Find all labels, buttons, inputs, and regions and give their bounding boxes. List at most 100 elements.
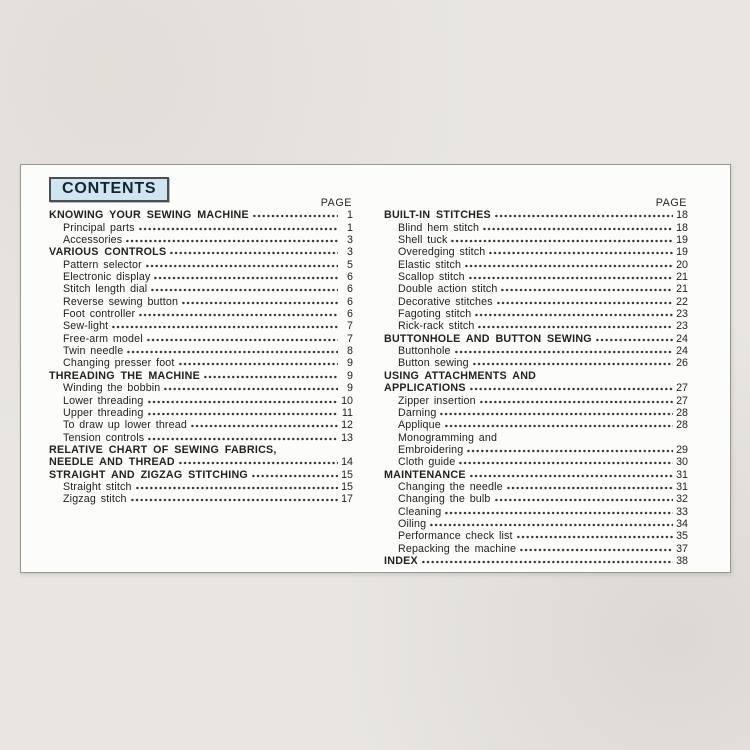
dot-leader (467, 448, 673, 453)
dot-leader (145, 263, 338, 268)
toc-row: Performance check list 35 (384, 530, 688, 542)
dot-leader (483, 226, 673, 231)
toc-entry-label: Accessories (63, 234, 123, 247)
toc-entry-page: 23 (676, 320, 688, 333)
dot-leader (478, 325, 673, 330)
dot-leader (178, 461, 338, 466)
toc-row: Changing the needle 31 (384, 481, 688, 493)
toc-entry-page: 7 (347, 320, 353, 333)
toc-entry-page: 5 (347, 258, 353, 271)
toc-entry-page: 6 (347, 271, 353, 284)
dot-leader (472, 362, 673, 367)
dot-leader (130, 498, 338, 503)
toc-entry-label: Elastic stitch (398, 258, 462, 271)
toc-entry-page: 13 (341, 431, 353, 444)
toc-row: Changing presser foot 9 (49, 357, 353, 369)
dot-leader (430, 522, 673, 527)
toc-entry-label: Foot controller (63, 308, 136, 321)
toc-row: RELATIVE CHART OF SEWING FABRICS, (49, 444, 353, 456)
dot-leader (494, 214, 673, 219)
toc-row: Zipper insertion 27 (384, 395, 688, 407)
toc-entry-page: 31 (676, 480, 688, 493)
toc-row: Applique 28 (384, 419, 688, 431)
dot-leader (164, 387, 338, 392)
toc-entry-page: 21 (676, 271, 688, 284)
toc-entry-page: 26 (676, 357, 688, 370)
toc-entry-label: INDEX (384, 554, 418, 567)
dot-leader (465, 263, 673, 268)
toc-entry-page: 27 (676, 382, 688, 395)
toc-row: INDEX 38 (384, 555, 688, 567)
toc-row: Buttonhole 24 (384, 345, 688, 357)
toc-row: Fagoting stitch 23 (384, 308, 688, 320)
toc-entry-label: Decorative stitches (398, 295, 493, 308)
toc-entry-label: Buttonhole (398, 345, 451, 358)
toc-rows: BUILT-IN STITCHES 18 Blind hem stitch 18… (384, 209, 688, 567)
toc-entry-page: 30 (676, 456, 688, 469)
toc-row: Twin needle 8 (49, 345, 353, 357)
dot-leader (421, 559, 673, 564)
toc-entry-label: Cleaning (398, 505, 442, 518)
toc-row: Reverse sewing button 6 (49, 296, 353, 308)
toc-entry-label: Upper threading (63, 406, 144, 419)
toc-entry-page: 31 (676, 468, 688, 481)
toc-entry-label: Fagoting stitch (398, 308, 472, 321)
dot-leader (451, 239, 673, 244)
toc-row: Repacking the machine 37 (384, 543, 688, 555)
toc-row: Cloth guide 30 (384, 456, 688, 468)
toc-entry-page: 21 (676, 283, 688, 296)
toc-entry-label: Performance check list (398, 530, 513, 543)
toc-entry-label: Button sewing (398, 357, 469, 370)
dot-leader (138, 226, 338, 231)
toc-entry-label: Changing presser foot (63, 357, 175, 370)
toc-entry-label: Repacking the machine (398, 542, 517, 555)
toc-entry-label: Reverse sewing button (63, 295, 179, 308)
toc-entry-label: Embroidering (398, 443, 464, 456)
toc-entry-label: Electronic display (63, 271, 151, 284)
toc-row: APPLICATIONS 27 (384, 382, 688, 394)
toc-row: Shell tuck 19 (384, 234, 688, 246)
dot-leader (112, 325, 338, 330)
toc-entry-page: 8 (347, 345, 353, 358)
toc-entry-label: Changing the bulb (398, 493, 491, 506)
toc-entry-page: 33 (676, 505, 688, 518)
dot-leader (126, 239, 338, 244)
dot-leader (494, 498, 673, 503)
toc-row: THREADING THE MACHINE 9 (49, 370, 353, 382)
toc-entry-page: 19 (676, 234, 688, 247)
dot-leader (178, 362, 338, 367)
toc-row: Free-arm model 7 (49, 333, 353, 345)
dot-leader (146, 337, 338, 342)
manual-page: CONTENTS PAGE KNOWING YOUR SEWING MACHIN… (20, 164, 731, 573)
dot-leader (151, 288, 338, 293)
dot-leader (252, 214, 338, 219)
toc-entry-page: 14 (341, 456, 353, 469)
dot-leader (154, 276, 338, 281)
dot-leader (506, 485, 673, 490)
toc-entry-label: Zigzag stitch (63, 493, 127, 506)
toc-entry-page: 19 (676, 246, 688, 259)
dot-leader (595, 337, 673, 342)
dot-leader (496, 300, 673, 305)
dot-leader (520, 547, 673, 552)
toc-row: MAINTENANCE 31 (384, 469, 688, 481)
toc-entry-label: Cloth guide (398, 456, 456, 469)
toc-entry-page: 23 (676, 308, 688, 321)
toc-entry-page: 1 (347, 221, 353, 234)
toc-entry-page: 24 (676, 332, 688, 345)
toc-column-left: PAGE KNOWING YOUR SEWING MACHINE 1 Princ… (49, 197, 353, 567)
dot-leader (475, 313, 673, 318)
toc-row: Lower threading 10 (49, 395, 353, 407)
toc-row: Cleaning 33 (384, 506, 688, 518)
toc-column-right: PAGE BUILT-IN STITCHES 18 Blind hem stit… (384, 197, 688, 567)
toc-entry-page: 12 (341, 419, 353, 432)
toc-row: Electronic display 6 (49, 271, 353, 283)
toc-row: Monogramming and (384, 432, 688, 444)
toc-row: KNOWING YOUR SEWING MACHINE 1 (49, 209, 353, 221)
toc-entry-label: Scallop stitch (398, 271, 465, 284)
toc-entry-label: Blind hem stitch (398, 221, 480, 234)
toc-entry-page: 28 (676, 406, 688, 419)
dot-leader (127, 350, 338, 355)
toc-entry-page: 18 (676, 209, 688, 222)
toc-row: Foot controller 6 (49, 308, 353, 320)
